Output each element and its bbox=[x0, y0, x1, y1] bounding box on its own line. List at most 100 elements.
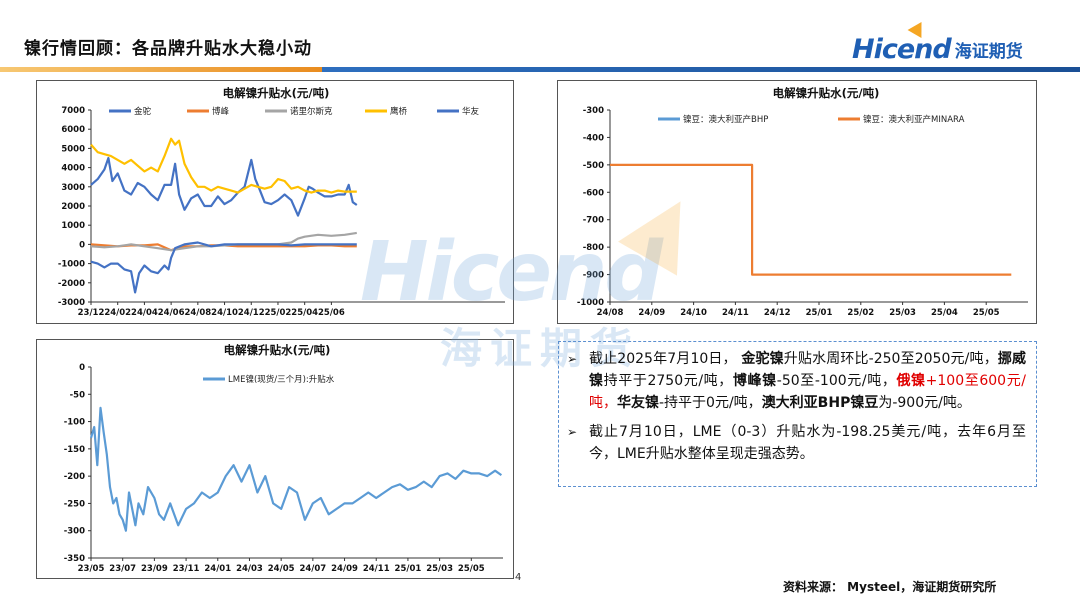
commentary-bullet: ➢ 截止2025年7月10日， 金驼镍升贴水周环比-250至2050元/吨，挪威镍… bbox=[567, 348, 1026, 414]
y-tick-label: -3000 bbox=[58, 298, 85, 308]
x-tick-label: 23/09 bbox=[141, 564, 168, 574]
bullet-segment: 华友镍 bbox=[617, 395, 659, 411]
y-tick-label: -600 bbox=[583, 188, 604, 198]
x-tick-label: 25/04 bbox=[291, 308, 318, 318]
x-tick-label: 24/10 bbox=[211, 308, 238, 318]
y-tick-label: 1000 bbox=[61, 221, 85, 231]
y-tick-label: -50 bbox=[70, 390, 85, 400]
bullet-text: 截止7月10日，LME（0-3）升贴水为-198.25美元/吨，去年6月至今，L… bbox=[589, 421, 1026, 465]
legend-label: 鹰桥 bbox=[390, 106, 408, 117]
y-tick-label: 3000 bbox=[61, 183, 85, 193]
y-tick-label: -800 bbox=[583, 243, 604, 253]
series-line bbox=[89, 406, 503, 532]
chart-box-1: 电解镍升贴水(元/吨) 金驼 博峰 诺里尔斯克 鹰桥 华友 -3000 -2000 -1000 0… bbox=[36, 80, 514, 324]
chart-title: 电解镍升贴水(元/吨) bbox=[773, 86, 880, 100]
series-line bbox=[610, 163, 1012, 276]
bullet-segment: 截止2025年7月10日， bbox=[589, 351, 742, 367]
x-tick-label: 24/08 bbox=[597, 308, 624, 318]
bullet-text: 截止2025年7月10日， 金驼镍升贴水周环比-250至2050元/吨，挪威镍持… bbox=[589, 348, 1026, 414]
y-tick-label: -1000 bbox=[577, 298, 604, 308]
bullet-arrow-icon: ➢ bbox=[567, 352, 578, 366]
x-tick-label: 24/11 bbox=[722, 308, 749, 318]
bullet-arrow-icon: ➢ bbox=[567, 425, 578, 439]
x-tick-label: 24/04 bbox=[131, 308, 158, 318]
chart-title: 电解镍升贴水(元/吨) bbox=[223, 86, 330, 100]
y-tick-label: -2000 bbox=[58, 279, 85, 289]
bullet-segment: +100至600元/吨， bbox=[589, 373, 1027, 411]
chart-box-3: 电解镍升贴水(元/吨) LME镍(现货/三个月):升贴水 -350 -300 -250 -… bbox=[36, 339, 514, 579]
x-tick-label: 24/11 bbox=[363, 564, 390, 574]
bullet-segment: 为-900元/吨。 bbox=[878, 395, 971, 411]
legend-label: LME镍(现货/三个月):升贴水 bbox=[228, 374, 335, 385]
x-tick-label: 25/03 bbox=[889, 308, 916, 318]
x-tick-label: 24/05 bbox=[268, 564, 295, 574]
chart-3-svg: 电解镍升贴水(元/吨) LME镍(现货/三个月):升贴水 -350 -300 -250 -… bbox=[64, 343, 503, 574]
chart-box-2: 电解镍升贴水(元/吨) 镍豆：澳大利亚产BHP 镍豆：澳大利亚产MINARA -100… bbox=[557, 80, 1037, 324]
x-tick-label: 24/12 bbox=[764, 308, 791, 318]
legend-label: 诺里尔斯克 bbox=[290, 106, 333, 117]
x-tick-label: 25/05 bbox=[458, 564, 485, 574]
y-tick-label: -1000 bbox=[58, 260, 85, 270]
commentary-bullet: ➢ 截止7月10日，LME（0-3）升贴水为-198.25美元/吨，去年6月至今，… bbox=[567, 421, 1026, 465]
x-tick-label: 25/01 bbox=[806, 308, 833, 318]
y-tick-label: -350 bbox=[64, 554, 85, 564]
y-tick-label: 2000 bbox=[61, 202, 85, 212]
x-tick-label: 23/05 bbox=[78, 564, 105, 574]
commentary-bullets: ➢ 截止2025年7月10日， 金驼镍升贴水周环比-250至2050元/吨，挪威镍… bbox=[567, 348, 1026, 465]
source-note: 资料来源： Mysteel，海证期货研究所 bbox=[783, 580, 997, 594]
page-number: 4 bbox=[515, 572, 522, 583]
slide-title: 镍行情回顾：各品牌升贴水大稳小动 bbox=[24, 39, 312, 59]
x-tick-label: 24/10 bbox=[680, 308, 707, 318]
legend-label: 镍豆：澳大利亚产MINARA bbox=[863, 114, 965, 125]
x-tick-label: 24/02 bbox=[104, 308, 131, 318]
y-tick-label: -400 bbox=[583, 133, 604, 143]
y-tick-label: -300 bbox=[64, 527, 85, 537]
chart-2-svg: 电解镍升贴水(元/吨) 镍豆：澳大利亚产BHP 镍豆：澳大利亚产MINARA -100… bbox=[577, 86, 1028, 318]
x-tick-label: 25/02 bbox=[847, 308, 874, 318]
bullet-segment: 俄镍 bbox=[896, 373, 926, 389]
x-tick-label: 24/01 bbox=[204, 564, 231, 574]
chart-1-svg: 电解镍升贴水(元/吨) 金驼 博峰 诺里尔斯克 鹰桥 华友 -3000 -2000 -1000 0… bbox=[58, 86, 505, 318]
series-line bbox=[90, 137, 357, 194]
bullet-segment: 持平于2750元/吨， bbox=[603, 373, 733, 389]
series-line bbox=[90, 156, 358, 217]
bullet-segment: 博峰镍 bbox=[732, 373, 777, 389]
bullet-segment: 升贴水周环比-250至2050元/吨， bbox=[783, 351, 998, 367]
x-tick-label: 25/04 bbox=[931, 308, 958, 318]
brand-logo: Hicend 海证期货 bbox=[852, 17, 1023, 65]
x-tick-label: 25/02 bbox=[265, 308, 292, 318]
x-tick-label: 24/06 bbox=[158, 308, 185, 318]
chart-title: 电解镍升贴水(元/吨) bbox=[224, 343, 331, 357]
x-tick-label: 23/07 bbox=[109, 564, 136, 574]
y-tick-label: 6000 bbox=[61, 125, 85, 135]
series-line bbox=[90, 241, 357, 294]
y-tick-label: -900 bbox=[583, 271, 604, 281]
series-line bbox=[90, 231, 357, 252]
bullet-segment: 截止7月10日，LME（0-3）升贴水为-198.25美元/吨，去年6月至今，L… bbox=[589, 424, 1026, 462]
x-tick-label: 23/12 bbox=[78, 308, 105, 318]
y-tick-label: -200 bbox=[64, 472, 85, 482]
y-tick-label: -700 bbox=[583, 216, 604, 226]
commentary-box: ➢ 截止2025年7月10日， 金驼镍升贴水周环比-250至2050元/吨，挪威镍… bbox=[558, 341, 1037, 487]
bullet-segment: 金驼镍 bbox=[741, 351, 784, 367]
legend-label: 金驼 bbox=[134, 106, 152, 117]
x-tick-label: 25/06 bbox=[318, 308, 345, 318]
x-tick-label: 24/09 bbox=[331, 564, 358, 574]
y-tick-label: 5000 bbox=[61, 144, 85, 154]
bullet-segment: 挪威镍 bbox=[589, 351, 1026, 389]
x-tick-label: 24/09 bbox=[638, 308, 665, 318]
x-tick-label: 24/07 bbox=[299, 564, 326, 574]
x-tick-label: 25/05 bbox=[973, 308, 1000, 318]
bullet-segment: -持平于0元/吨， bbox=[659, 395, 762, 411]
y-tick-label: -500 bbox=[583, 161, 604, 171]
bullet-segment: 澳大利亚BHP镍豆 bbox=[761, 395, 879, 411]
brand-name-cn: 海证期货 bbox=[954, 41, 1023, 62]
x-tick-label: 24/03 bbox=[236, 564, 263, 574]
x-tick-label: 24/08 bbox=[184, 308, 211, 318]
y-tick-label: 0 bbox=[79, 363, 85, 373]
x-tick-label: 23/11 bbox=[173, 564, 200, 574]
legend-label: 镍豆：澳大利亚产BHP bbox=[683, 114, 768, 125]
y-tick-label: 0 bbox=[79, 240, 85, 250]
x-tick-label: 25/03 bbox=[426, 564, 453, 574]
bullet-segment: -50至-100元/吨， bbox=[776, 373, 897, 389]
